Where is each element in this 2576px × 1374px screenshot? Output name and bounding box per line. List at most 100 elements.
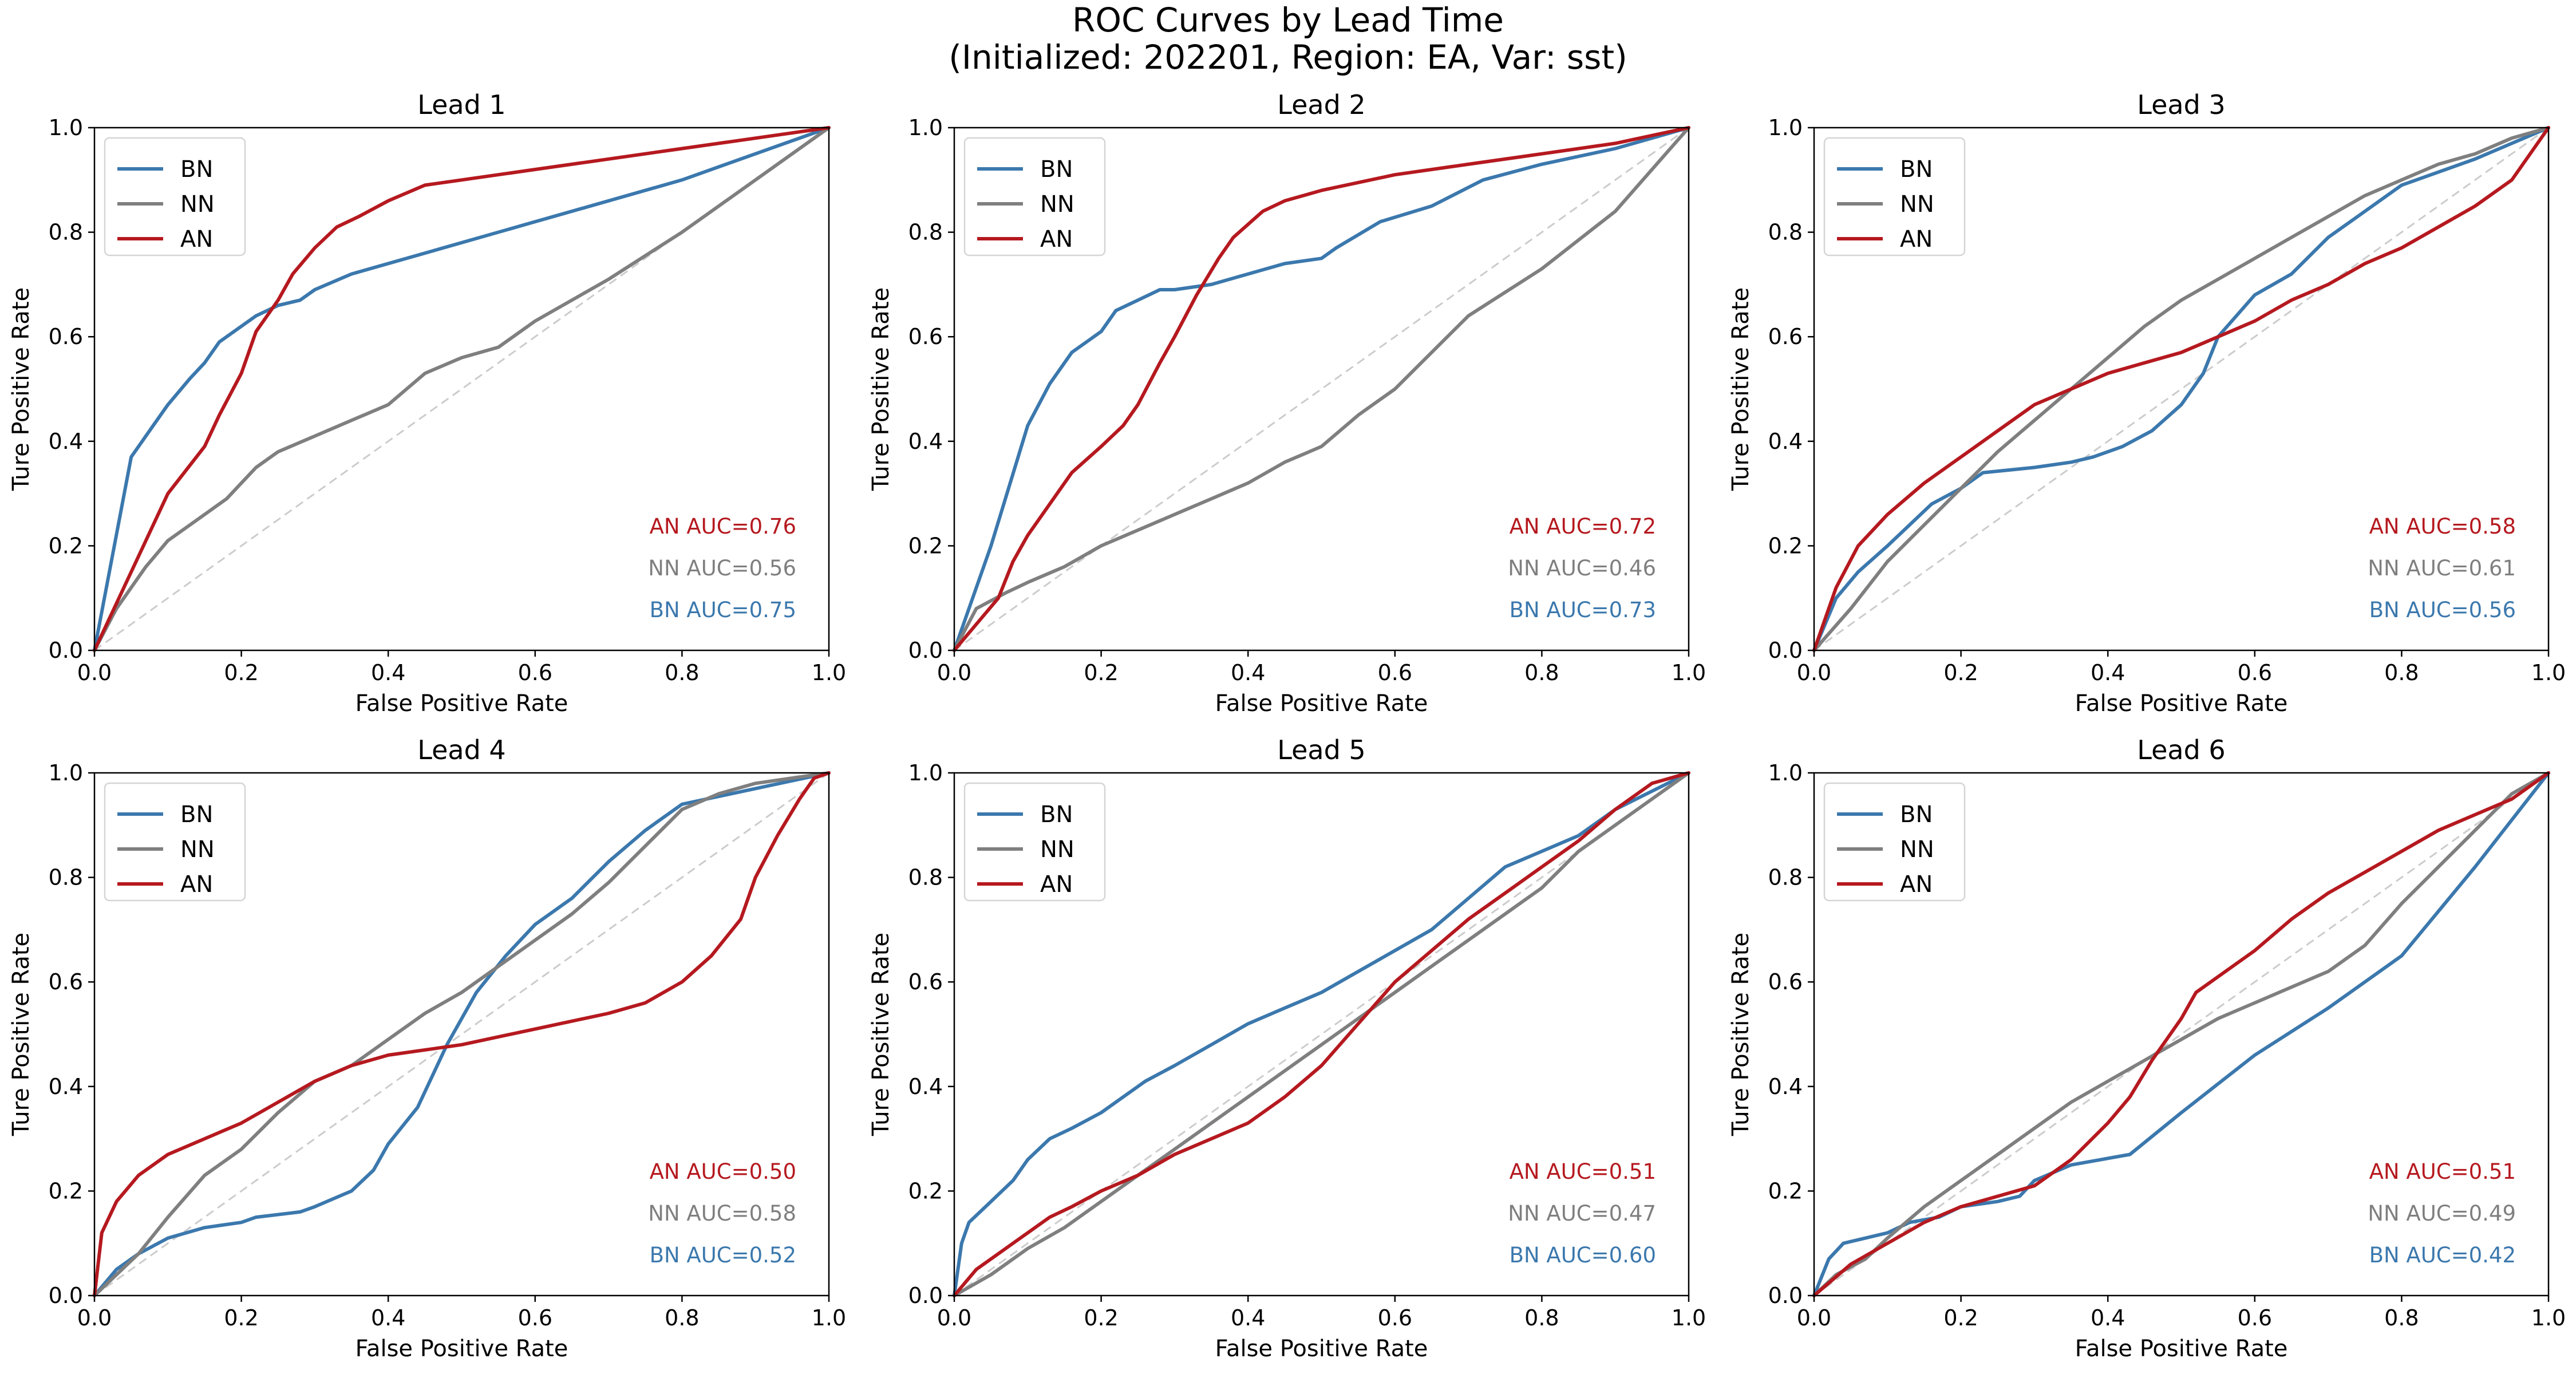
roc-curve-an xyxy=(93,126,831,652)
auc-annotation-an: AN AUC=0.51 xyxy=(2369,1159,2516,1184)
x-tick-label: 0.8 xyxy=(2384,1305,2419,1330)
subplot-title: Lead 6 xyxy=(2137,735,2225,765)
legend-label-an: AN xyxy=(1900,871,1933,898)
y-axis-label: Ture Positive Rate xyxy=(8,933,34,1136)
y-axis-label: Ture Positive Rate xyxy=(868,933,894,1136)
roc-curve-bn xyxy=(1812,771,2550,1297)
auc-annotation-bn: BN AUC=0.73 xyxy=(1510,598,1656,622)
y-tick-label: 1.0 xyxy=(908,760,943,785)
x-tick-label: 0.2 xyxy=(1943,660,1978,685)
roc-curve-nn xyxy=(953,771,1690,1297)
y-tick-label: 0.4 xyxy=(1768,429,1803,454)
x-tick-label: 0.6 xyxy=(1378,1305,1412,1330)
y-axis-label: Ture Positive Rate xyxy=(1728,933,1754,1136)
x-axis-label: False Positive Rate xyxy=(355,1336,568,1362)
roc-curve-an xyxy=(93,771,831,1297)
roc-curve-bn xyxy=(93,126,831,652)
roc-panel: Lead 5 0.0 0.2 0.4 0.6 0.8 1.0 0.0 0.2 0.4 0.6 0.8 1… xyxy=(868,735,1706,1362)
roc-curve-nn xyxy=(953,126,1690,652)
legend-label-an: AN xyxy=(1900,226,1933,252)
x-tick-label: 0.0 xyxy=(77,660,112,685)
y-tick-label: 0.2 xyxy=(908,533,943,558)
x-tick-label: 0.2 xyxy=(224,660,258,685)
y-tick-label: 0.6 xyxy=(908,324,943,349)
auc-annotation-an: AN AUC=0.51 xyxy=(1510,1159,1656,1184)
y-tick-label: 1.0 xyxy=(908,115,943,140)
x-tick-label: 1.0 xyxy=(2531,660,2566,685)
legend-label-an: AN xyxy=(1040,226,1073,252)
legend-label-bn: BN xyxy=(180,802,213,828)
auc-annotation-bn: BN AUC=0.56 xyxy=(2369,598,2516,622)
legend: BN NN AN xyxy=(104,782,246,902)
legend-label-bn: BN xyxy=(180,156,213,183)
figure-title: ROC Curves by Lead Time xyxy=(1072,1,1504,40)
roc-curve-nn xyxy=(93,771,831,1297)
axes-frame xyxy=(953,127,1690,652)
x-axis-label: False Positive Rate xyxy=(2075,1336,2288,1362)
x-tick-label: 1.0 xyxy=(812,660,846,685)
legend-label-nn: NN xyxy=(1900,836,1934,863)
x-tick-label: 0.6 xyxy=(2238,660,2272,685)
legend: BN NN AN xyxy=(963,782,1106,902)
x-tick-label: 0.0 xyxy=(77,1305,112,1330)
legend: BN NN AN xyxy=(1823,782,1966,902)
x-axis-label: False Positive Rate xyxy=(1215,690,1428,717)
legend: BN NN AN xyxy=(104,137,246,256)
x-axis-label: False Positive Rate xyxy=(1215,1336,1428,1362)
y-tick-label: 1.0 xyxy=(49,115,83,140)
x-tick-label: 0.2 xyxy=(1943,1305,1978,1330)
y-tick-label: 0.8 xyxy=(908,220,943,245)
auc-annotation-nn: NN AUC=0.46 xyxy=(1508,556,1656,581)
auc-annotation-bn: BN AUC=0.75 xyxy=(650,598,796,622)
x-tick-label: 0.2 xyxy=(1084,1305,1118,1330)
roc-panel: Lead 3 0.0 0.2 0.4 0.6 0.8 1.0 0.0 0.2 0.4 0.6 0.8 1… xyxy=(1728,89,2566,717)
roc-panel: Lead 2 0.0 0.2 0.4 0.6 0.8 1.0 0.0 0.2 0.4 0.6 0.8 1… xyxy=(868,89,1706,717)
y-tick-label: 0.8 xyxy=(49,865,83,890)
subplot-title: Lead 5 xyxy=(1277,735,1365,765)
x-tick-label: 0.2 xyxy=(224,1305,258,1330)
y-tick-label: 0.2 xyxy=(49,1178,83,1203)
legend-label-nn: NN xyxy=(180,836,215,863)
auc-annotation-an: AN AUC=0.58 xyxy=(2369,514,2516,539)
x-tick-label: 0.2 xyxy=(1084,660,1118,685)
auc-annotation-nn: NN AUC=0.56 xyxy=(648,556,796,581)
x-tick-label: 0.4 xyxy=(371,1305,405,1330)
legend: BN NN AN xyxy=(1823,137,1966,256)
y-tick-label: 0.4 xyxy=(908,1074,943,1099)
y-tick-label: 0.0 xyxy=(908,638,943,663)
legend-label-nn: NN xyxy=(180,191,215,218)
axes-frame xyxy=(953,772,1690,1297)
x-tick-label: 1.0 xyxy=(812,1305,846,1330)
y-tick-label: 0.2 xyxy=(1768,533,1803,558)
x-tick-label: 0.4 xyxy=(371,660,405,685)
legend-label-nn: NN xyxy=(1040,191,1074,218)
y-tick-label: 1.0 xyxy=(1768,760,1803,785)
y-tick-label: 0.4 xyxy=(1768,1074,1803,1099)
y-tick-label: 0.6 xyxy=(1768,324,1803,349)
axes-frame xyxy=(1813,772,2550,1297)
x-tick-label: 0.4 xyxy=(1231,660,1265,685)
y-tick-label: 0.8 xyxy=(1768,865,1803,890)
y-tick-label: 0.4 xyxy=(49,1074,83,1099)
x-tick-label: 0.8 xyxy=(665,660,699,685)
x-tick-label: 0.8 xyxy=(1524,660,1559,685)
legend-label-bn: BN xyxy=(1900,156,1933,183)
roc-curve-nn xyxy=(93,126,831,652)
y-axis-label: Ture Positive Rate xyxy=(868,287,894,491)
y-tick-label: 0.0 xyxy=(908,1283,943,1308)
x-tick-label: 0.0 xyxy=(937,1305,971,1330)
x-tick-label: 1.0 xyxy=(2531,1305,2566,1330)
axes-frame xyxy=(93,772,830,1297)
legend-label-an: AN xyxy=(180,226,213,252)
legend-label-an: AN xyxy=(1040,871,1073,898)
subplot-title: Lead 1 xyxy=(417,89,505,120)
x-tick-label: 0.0 xyxy=(1797,660,1831,685)
y-axis-label: Ture Positive Rate xyxy=(8,287,34,491)
legend-label-bn: BN xyxy=(1040,802,1073,828)
x-tick-label: 0.6 xyxy=(518,660,552,685)
y-tick-label: 0.6 xyxy=(1768,969,1803,994)
x-tick-label: 1.0 xyxy=(1672,660,1706,685)
subplot-title: Lead 3 xyxy=(2137,89,2225,120)
roc-curve-an xyxy=(1812,126,2550,652)
x-tick-label: 0.4 xyxy=(2091,1305,2125,1330)
